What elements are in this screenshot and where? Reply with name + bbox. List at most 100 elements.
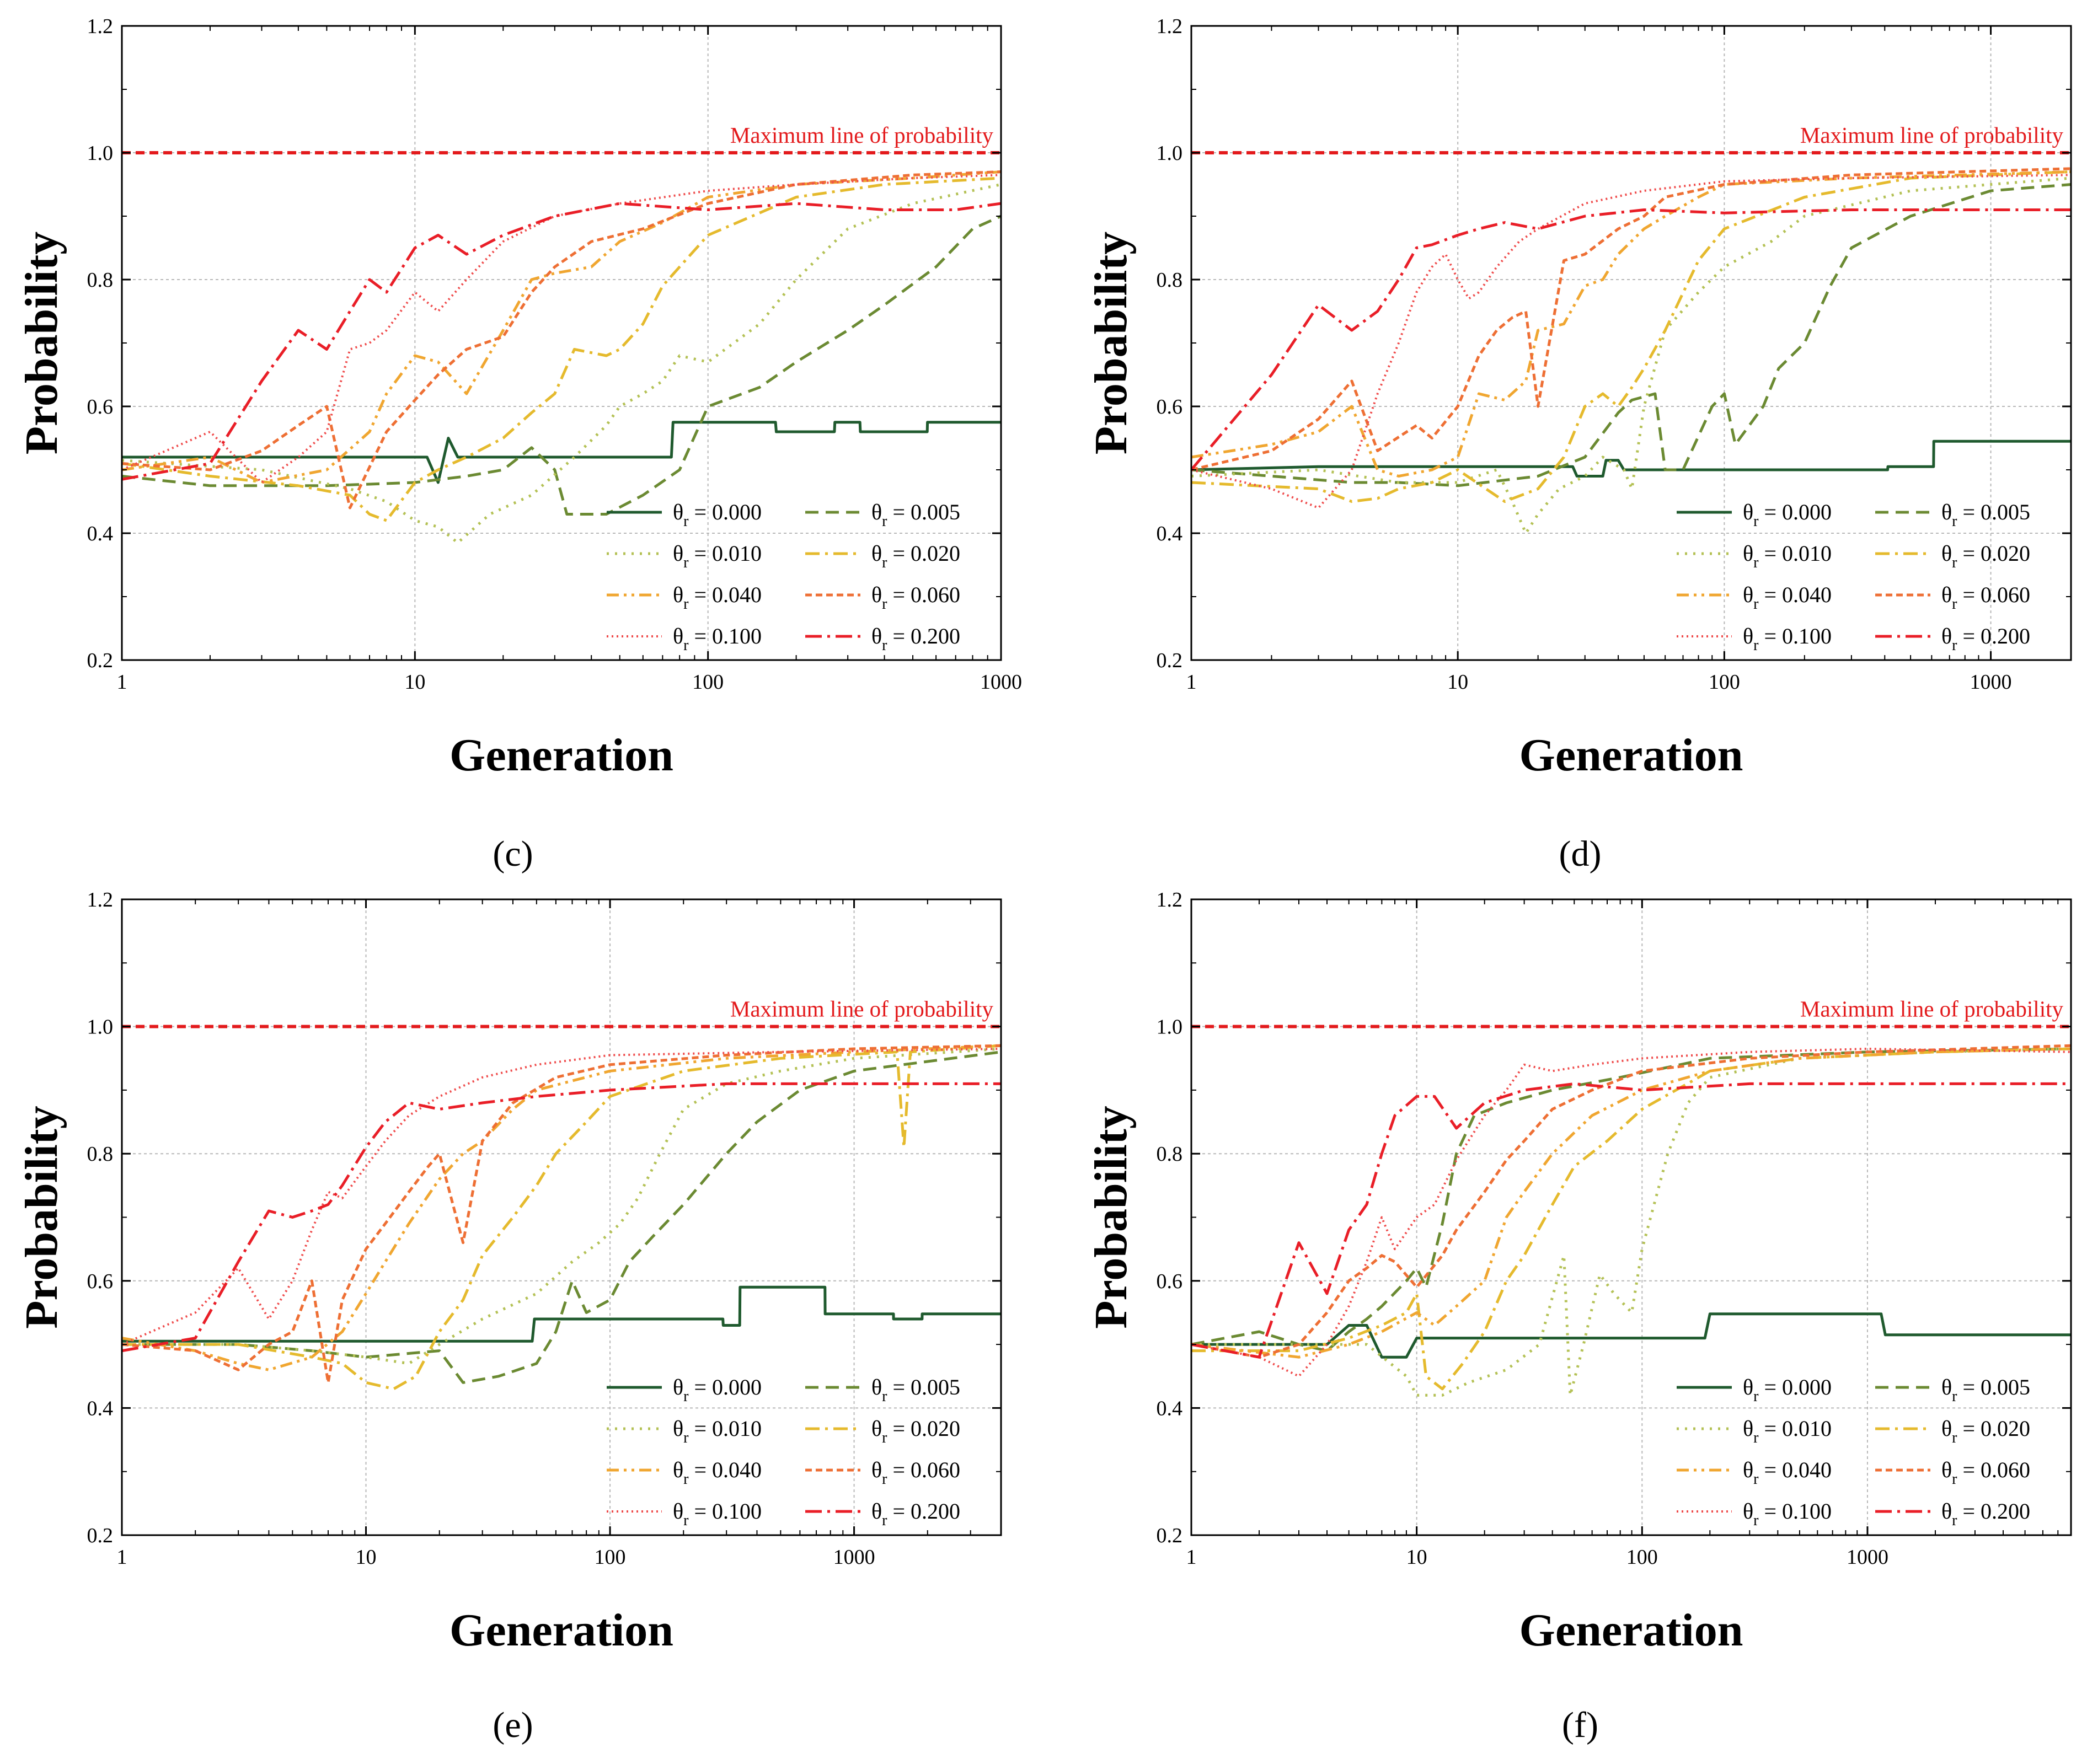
series-line-0.040 [122,1044,1001,1371]
legend-subscript: r [1952,1471,1957,1488]
legend-subscript: r [1753,1429,1759,1446]
legend-value: = 0.200 [887,1499,961,1524]
legend-subscript: r [1753,513,1759,530]
x-axis-title: Generation [449,730,673,781]
legend-entry: θr = 0.000 [1743,1375,1832,1405]
legend-entry: θr = 0.040 [673,582,762,613]
panel-label: (e) [493,1705,533,1745]
legend-entry: θr = 0.000 [673,500,762,530]
legend-subscript: r [1753,1388,1759,1405]
chart-panel-e: Maximum line of probability 1 10 100 1000 0.2… [16,888,1002,1745]
legend-subscript: r [882,513,887,530]
legend-symbol: θ [1941,624,1952,648]
legend-symbol: θ [673,1457,683,1482]
y-axis-title: Probability [16,232,67,455]
max-probability-label: Maximum line of probability [1800,122,2064,148]
legend-entry: θr = 0.200 [871,624,960,654]
legend-symbol: θ [673,582,683,607]
legend-subscript: r [683,1471,689,1488]
series-line-0.020 [122,176,1001,522]
legend-symbol: θ [871,1375,882,1400]
legend-symbol: θ [1743,1375,1753,1400]
legend-entry: θr = 0.000 [1743,500,1832,530]
legend-symbol: θ [673,541,683,566]
legend-subscript: r [683,1388,689,1405]
legend-subscript: r [882,554,887,571]
legend-value: = 0.010 [1759,541,1832,566]
legend-symbol: θ [1743,1457,1753,1482]
legend-value: = 0.040 [1759,1457,1832,1482]
series-line-0.000 [1191,1312,2071,1359]
series-line-0.005 [122,215,1001,516]
y-tick-label: 1.0 [87,1016,114,1039]
legend-symbol: θ [1941,1416,1952,1441]
chart-panel-d: Maximum line of probability 1 10 100 1000 0.2… [1085,15,2072,874]
y-tick-label: 0.8 [1157,1143,1183,1166]
y-tick-label: 0.6 [1157,395,1183,419]
x-tick-label: 10 [356,1546,377,1569]
series-line-0.200 [122,1082,1001,1353]
legend-value: = 0.020 [887,541,961,566]
legend-entry: θr = 0.040 [1743,1457,1832,1488]
series-line-0.060 [1191,167,2071,471]
legend-entry: θr = 0.020 [1941,541,2030,571]
series-line-0.005 [1191,1047,2071,1353]
legend-value: = 0.060 [887,1457,961,1482]
legend-symbol: θ [1743,624,1753,648]
legend-symbol: θ [1941,541,1952,566]
y-tick-label: 0.6 [87,1270,114,1293]
series-line-0.200 [1191,1082,2071,1359]
legend-subscript: r [683,596,689,613]
x-tick-label: 10 [404,671,425,694]
legend-symbol: θ [871,582,882,607]
legend-entry: θr = 0.020 [1941,1416,2030,1446]
legend-symbol: θ [871,624,882,648]
legend-subscript: r [882,1429,887,1446]
legend-symbol: θ [1743,541,1753,566]
legend-symbol: θ [871,541,882,566]
y-tick-label: 1.0 [87,142,114,165]
legend-subscript: r [882,637,887,654]
y-tick-label: 0.8 [1157,269,1183,292]
y-tick-label: 1.0 [1157,142,1183,165]
y-tick-label: 0.2 [1157,1524,1183,1547]
y-tick-label: 0.6 [1157,1270,1183,1293]
legend-subscript: r [683,1512,689,1529]
legend-subscript: r [882,1512,887,1529]
series-line-0.040 [1191,1047,2071,1359]
legend-value: = 0.200 [1957,624,2031,648]
series-line-0.000 [122,1285,1001,1343]
series-line-0.100 [122,1048,1001,1345]
legend-symbol: θ [673,1499,683,1524]
x-tick-label: 100 [1709,671,1740,694]
legend-symbol: θ [871,1499,882,1524]
legend-entry: θr = 0.100 [1743,1499,1832,1529]
series-line-0.200 [122,202,1001,481]
y-tick-label: 0.2 [87,649,114,672]
legend-subscript: r [683,513,689,530]
legend-entry: θr = 0.010 [1743,1416,1832,1446]
legend-entry: θr = 0.200 [871,1499,960,1529]
legend-value: = 0.005 [887,500,961,524]
series-line-0.005 [1191,183,2071,487]
legend-subscript: r [882,596,887,613]
legend-subscript: r [1952,637,1957,654]
y-tick-label: 1.2 [87,15,114,38]
legend-subscript: r [683,554,689,571]
y-tick-label: 0.2 [1157,649,1183,672]
y-tick-label: 0.4 [87,522,114,545]
x-tick-label: 1 [117,1546,127,1569]
x-axis-title: Generation [1519,1605,1743,1656]
legend-entry: θr = 0.005 [1941,500,2030,530]
legend-symbol: θ [1743,582,1753,607]
y-tick-label: 0.4 [1157,1397,1183,1420]
legend-value: = 0.005 [887,1375,961,1400]
legend-entry: θr = 0.200 [1941,1499,2030,1529]
x-tick-label: 1000 [1847,1546,1888,1569]
legend-entry: θr = 0.020 [871,1416,960,1446]
y-tick-label: 0.2 [87,1524,114,1547]
y-tick-label: 0.8 [87,1143,114,1166]
legend-entry: θr = 0.020 [871,541,960,571]
legend-value: = 0.010 [689,1416,762,1441]
x-tick-label: 1 [117,671,127,694]
